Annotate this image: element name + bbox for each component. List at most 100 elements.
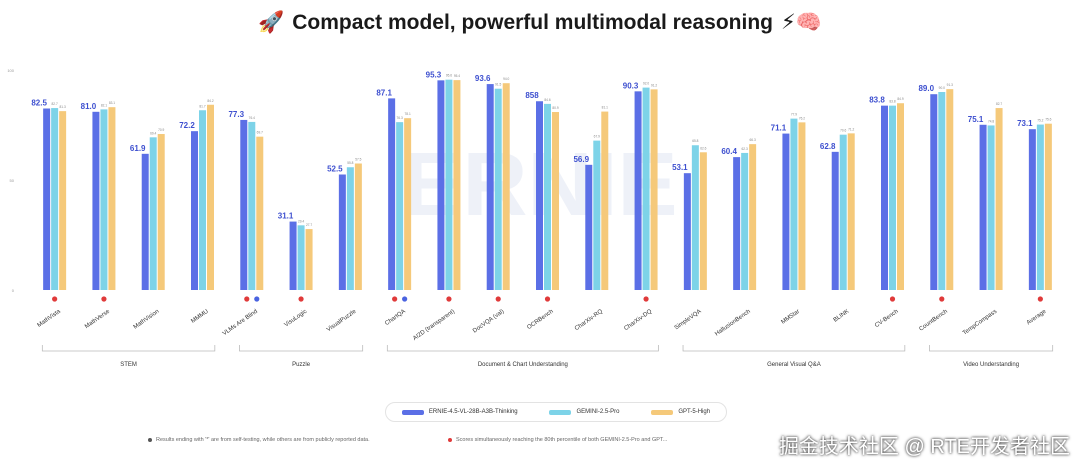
data-label: 92.0 bbox=[643, 82, 649, 86]
bar bbox=[51, 108, 59, 290]
x-tick-label: TempCompass bbox=[962, 309, 998, 337]
bar bbox=[248, 121, 256, 290]
bar bbox=[733, 157, 741, 290]
data-label: 82.7 bbox=[996, 102, 1002, 106]
bar bbox=[741, 152, 749, 290]
data-label: 57.5 bbox=[355, 158, 361, 162]
data-label: 29.4 bbox=[298, 219, 304, 223]
data-label: 81.0 bbox=[81, 102, 97, 111]
watermark: 掘金技术社区 @ RTE开发者社区 bbox=[778, 436, 1070, 458]
data-label: 83.8 bbox=[869, 96, 885, 105]
bar bbox=[979, 124, 987, 290]
bar bbox=[938, 92, 946, 290]
red-marker bbox=[939, 296, 945, 302]
data-label: 90.0 bbox=[939, 86, 945, 90]
data-label: 65.8 bbox=[692, 139, 698, 143]
rocket-icon: 🚀 bbox=[258, 11, 285, 34]
title-text: Compact model, powerful multimodal reaso… bbox=[292, 11, 773, 34]
bar bbox=[930, 94, 938, 290]
red-marker bbox=[446, 296, 452, 302]
bar bbox=[889, 105, 896, 290]
x-tick-label: VisualPuzzle bbox=[326, 308, 358, 333]
bar bbox=[486, 84, 494, 290]
bar bbox=[995, 108, 1003, 290]
data-label: 74.8 bbox=[988, 119, 994, 123]
data-label: 95.3 bbox=[426, 70, 442, 79]
bar bbox=[43, 108, 51, 290]
bar bbox=[1036, 124, 1044, 290]
bar bbox=[536, 101, 543, 291]
blue-marker bbox=[402, 296, 408, 302]
bar bbox=[199, 110, 206, 290]
bar bbox=[445, 79, 453, 291]
bar bbox=[388, 98, 396, 290]
bar bbox=[593, 140, 601, 290]
footnote-text: Scores simultaneously reaching the 80th … bbox=[456, 437, 668, 443]
data-label: 77.9 bbox=[791, 113, 797, 117]
data-label: 62.8 bbox=[820, 142, 836, 151]
footnote-self-testing: Results ending with '*' are from self-te… bbox=[148, 437, 370, 443]
data-label: 94.0 bbox=[503, 77, 509, 81]
x-tick-label: CharXiv-DQ bbox=[623, 309, 653, 333]
data-label: 81.7 bbox=[199, 104, 205, 108]
bar bbox=[92, 111, 100, 290]
bar bbox=[634, 91, 642, 290]
bar bbox=[346, 167, 354, 290]
data-label: 67.9 bbox=[594, 135, 600, 139]
bar bbox=[338, 174, 346, 290]
x-tick-label: MMMU bbox=[190, 309, 209, 325]
data-label: 76.2 bbox=[799, 116, 805, 120]
legend-item-gemini: GEMINI-2.5-Pro bbox=[549, 409, 620, 415]
bar bbox=[437, 80, 445, 290]
bar bbox=[59, 111, 67, 290]
group-bracket bbox=[682, 345, 906, 352]
data-label: 61.9 bbox=[130, 144, 146, 153]
data-label: 75.6 bbox=[1045, 118, 1051, 122]
red-marker bbox=[392, 296, 398, 302]
legend: ERNIE-4.5-VL-28B-A3B-Thinking GEMINI-2.5… bbox=[385, 402, 727, 422]
x-tick-label: MathVision bbox=[133, 309, 161, 331]
x-tick-label: MMStar bbox=[780, 309, 801, 326]
data-label: 81.1 bbox=[602, 106, 608, 110]
data-label: 76.4 bbox=[249, 116, 255, 120]
legend-label: GPT-5-High bbox=[678, 409, 711, 415]
data-label: 84.2 bbox=[207, 99, 213, 103]
x-tick-label: Average bbox=[1026, 308, 1048, 326]
x-tick-label: OCRBench bbox=[526, 309, 554, 331]
red-marker bbox=[889, 296, 896, 302]
bar bbox=[699, 152, 707, 290]
data-label: 95.4 bbox=[454, 74, 460, 78]
data-label: 73.1 bbox=[1017, 119, 1033, 128]
bar bbox=[552, 112, 559, 291]
legend-item-gpt: GPT-5-High bbox=[651, 409, 710, 415]
red-marker bbox=[643, 296, 649, 302]
bar bbox=[494, 88, 502, 290]
bar bbox=[305, 229, 313, 290]
data-label: 53.1 bbox=[672, 163, 688, 172]
bar bbox=[881, 105, 888, 290]
red-marker bbox=[101, 296, 107, 302]
data-label: 69.4 bbox=[150, 131, 156, 135]
data-label: 55.8 bbox=[347, 161, 353, 165]
x-tick-label: BLINK bbox=[833, 309, 851, 324]
data-label: 89.0 bbox=[918, 84, 934, 93]
bar bbox=[585, 164, 593, 290]
group-bracket bbox=[386, 345, 659, 352]
x-tick-label: MathVerse bbox=[84, 308, 111, 330]
data-label: 62.6 bbox=[700, 146, 706, 150]
data-label: 91.2 bbox=[651, 83, 657, 87]
legend-label: ERNIE-4.5-VL-28B-A3B-Thinking bbox=[428, 409, 518, 415]
data-label: 84.6 bbox=[544, 98, 550, 102]
footnote-dot-icon bbox=[148, 438, 152, 442]
data-label: 66.3 bbox=[750, 138, 756, 142]
bar bbox=[297, 225, 305, 290]
bar bbox=[141, 153, 149, 290]
group-label: Document & Chart Understanding bbox=[478, 362, 568, 368]
bar bbox=[544, 103, 551, 290]
data-label: 31.1 bbox=[278, 212, 294, 221]
bar bbox=[289, 221, 297, 290]
data-label: 72.2 bbox=[179, 121, 195, 130]
group-bracket bbox=[239, 345, 364, 352]
group-bracket bbox=[929, 345, 1054, 352]
legend-swatch bbox=[401, 409, 424, 415]
